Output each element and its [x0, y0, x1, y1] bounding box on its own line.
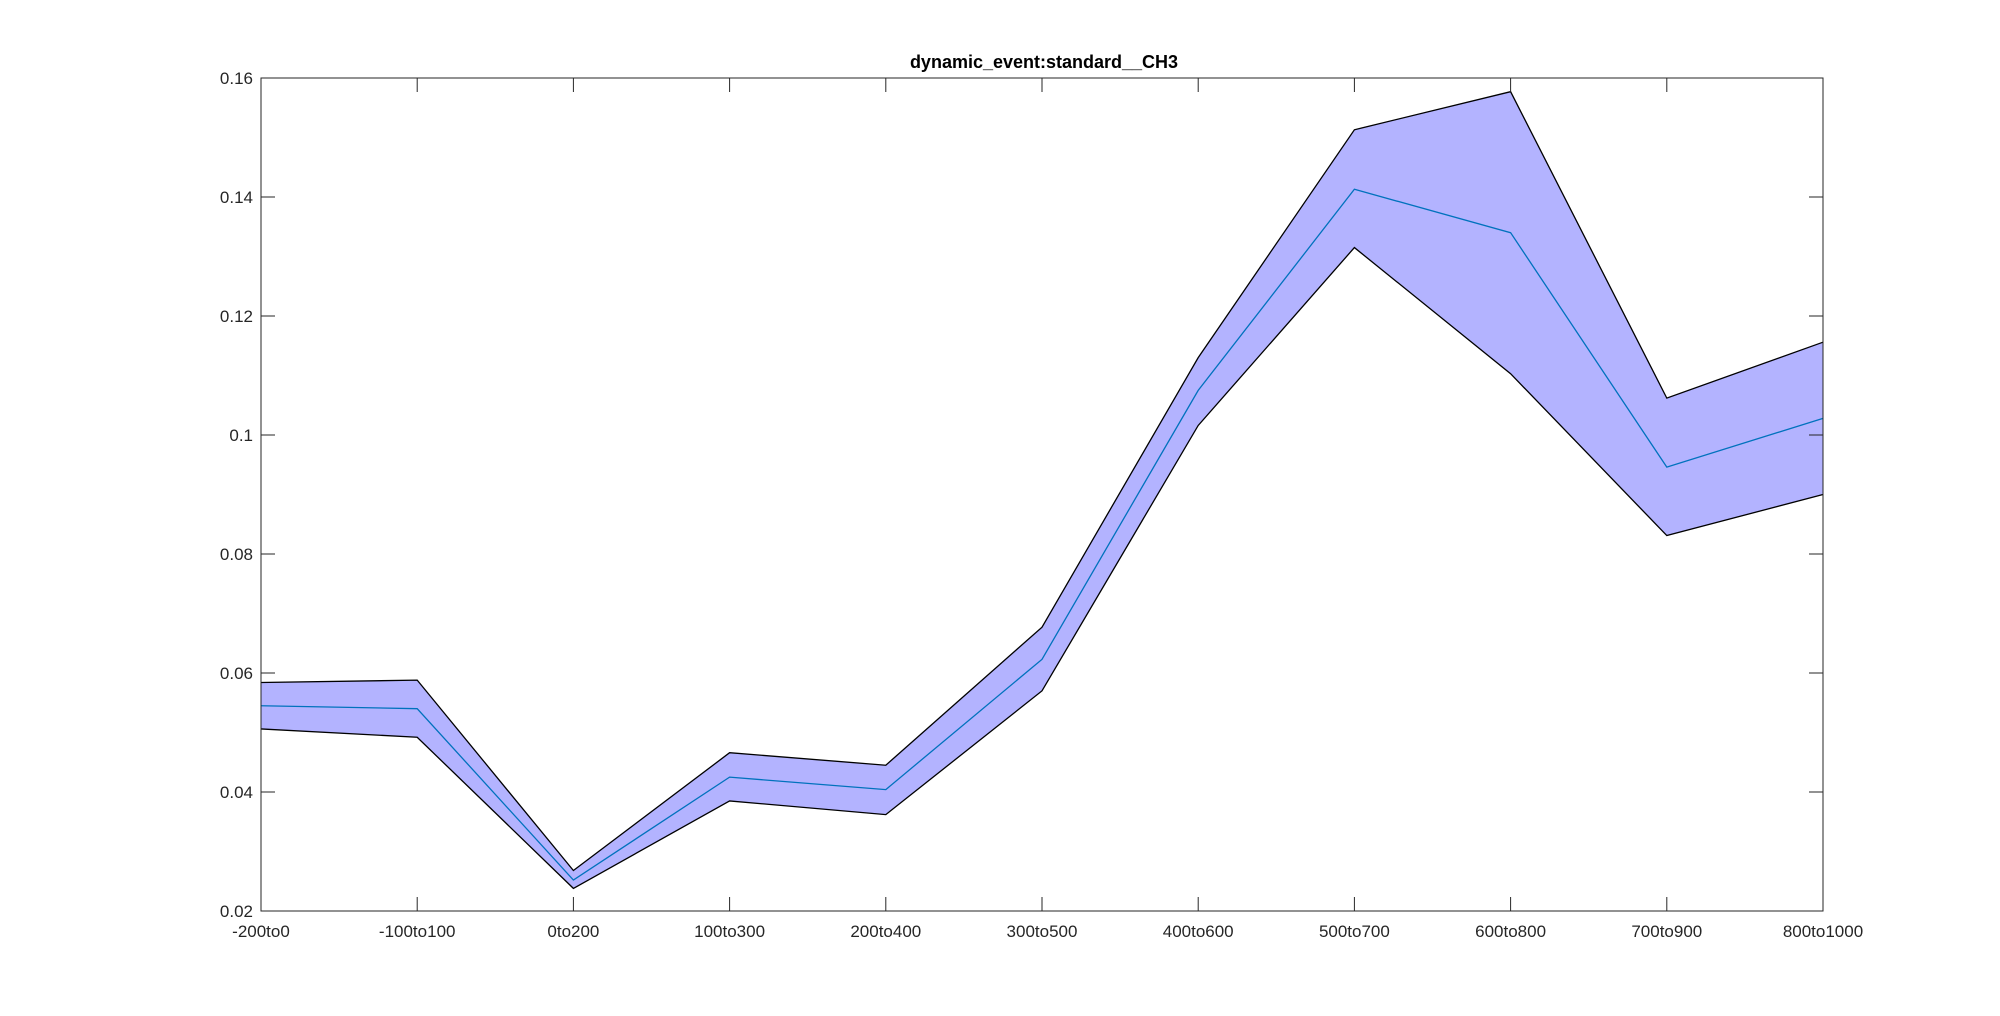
series-line-lower — [260, 246, 1824, 890]
y-tick-label: 0.16 — [220, 69, 253, 88]
y-tick-label: 0.02 — [220, 902, 253, 921]
chart-title: dynamic_event:standard__CH3 — [910, 52, 1178, 72]
x-tick-label: 100to300 — [694, 922, 765, 941]
y-tick-label: 0.08 — [220, 545, 253, 564]
x-tick-label: 300to500 — [1007, 922, 1078, 941]
y-tick-label: 0.14 — [220, 188, 253, 207]
x-tick-label: 400to600 — [1163, 922, 1234, 941]
x-tick-label: 0to200 — [547, 922, 599, 941]
x-tick-label: 600to800 — [1475, 922, 1546, 941]
x-tick-label: -100to100 — [379, 922, 456, 941]
confidence-band — [261, 91, 1823, 889]
x-tick-label: 500to700 — [1319, 922, 1390, 941]
x-tick-label: 800to1000 — [1783, 922, 1863, 941]
y-tick-label: 0.12 — [220, 307, 253, 326]
y-tick-label: 0.06 — [220, 664, 253, 683]
series-line-mean — [260, 188, 1824, 881]
axes: 0.02 0.04 0.06 0.08 0.1 0.12 0.14 0.16 -200to0 -1… — [220, 69, 1863, 941]
x-tick-label: -200to0 — [232, 922, 290, 941]
series-line-upper — [260, 90, 1824, 872]
x-tick-label: 700to900 — [1631, 922, 1702, 941]
y-tick-label: 0.04 — [220, 783, 253, 802]
plot-area — [260, 90, 1824, 890]
x-tick-label: 200to400 — [850, 922, 921, 941]
y-tick-label: 0.1 — [229, 426, 253, 445]
